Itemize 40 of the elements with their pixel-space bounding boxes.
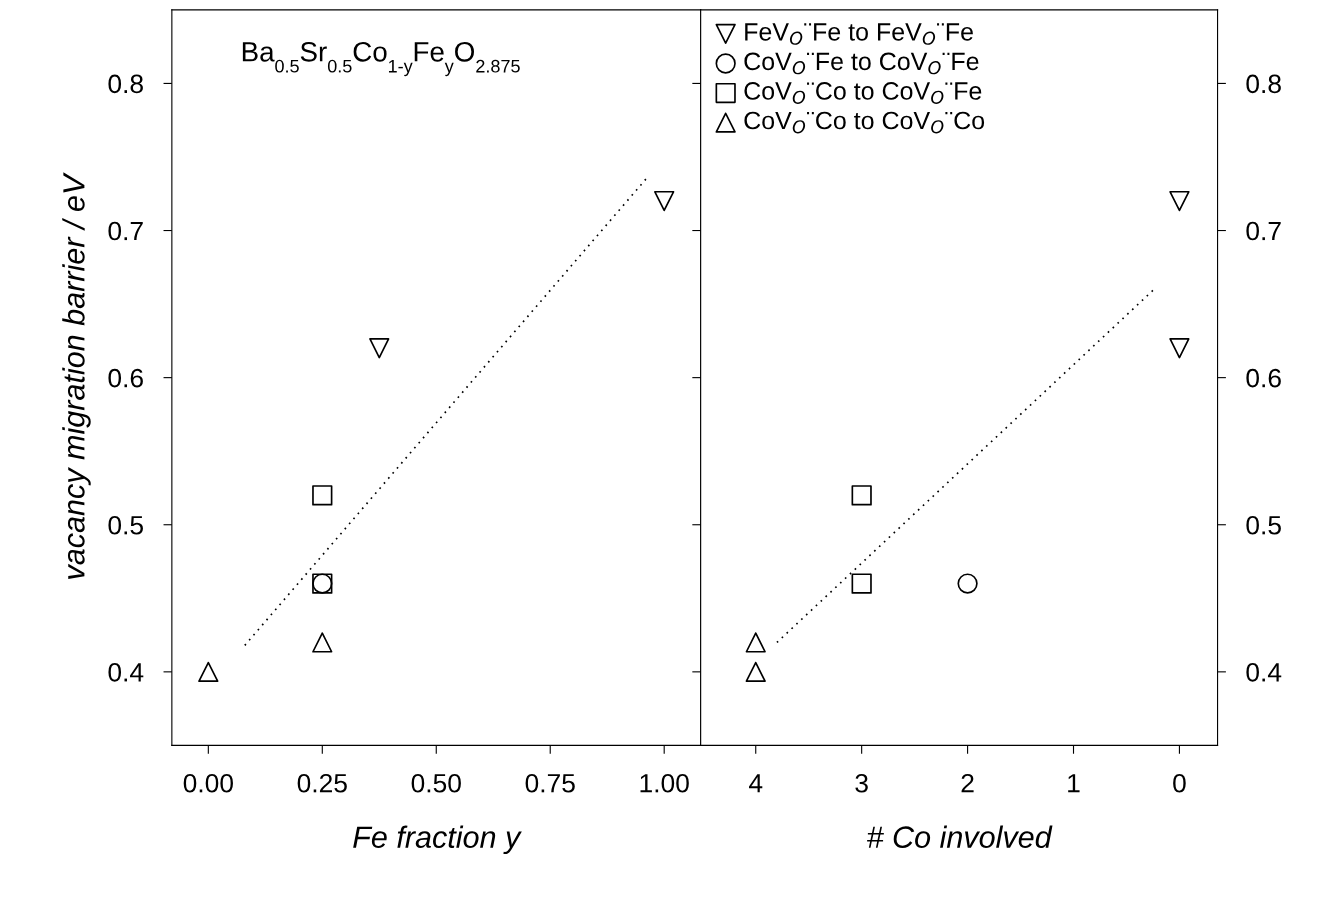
point — [745, 661, 766, 683]
y-tick-label: 0.6 — [108, 368, 143, 388]
x-tick-label: 0 — [1173, 773, 1186, 793]
y-tick-label: 0.5 — [108, 515, 143, 535]
point — [369, 338, 390, 359]
point — [745, 632, 766, 653]
y-axis-title: vacancy migration barrier / eV — [62, 172, 91, 579]
y-tick-label: 0.8 — [108, 74, 143, 94]
point — [312, 485, 333, 506]
x-tick-label: 0.00 — [183, 773, 233, 793]
point — [654, 190, 675, 212]
x-tick-label: 3 — [855, 773, 868, 793]
x-tick-label: 0.75 — [525, 773, 575, 793]
legend-label: CoV$_{O}$¨Fe to CoV$_{O}$¨Fe — [744, 52, 979, 75]
point — [851, 485, 872, 506]
point — [1169, 190, 1190, 212]
x-axis-title: Fe fraction y — [353, 825, 522, 855]
y-tick-label: 0.5 — [1246, 515, 1281, 535]
x-tick-label: 2 — [961, 773, 974, 793]
point — [198, 661, 219, 683]
legend-label: FeV$_{O}$¨Fe to FeV$_{O}$¨Fe — [745, 23, 973, 45]
y-tick-label: 0.7 — [108, 221, 143, 241]
x-tick-label: 1 — [1068, 774, 1080, 793]
y-tick-label: 0.7 — [1246, 221, 1281, 241]
point — [957, 573, 978, 594]
legend-label: CoV$_{O}$¨Co to CoV$_{O}$¨Fe — [744, 82, 982, 104]
point — [1169, 338, 1190, 359]
x-tick-label: 0.50 — [411, 773, 461, 793]
point — [312, 632, 333, 653]
text: Ba0.5Sr0.5Co1-yFeyO2.875 — [242, 41, 520, 77]
y-tick-label: 0.4 — [108, 662, 144, 682]
x-tick-label: 1.00 — [640, 773, 689, 793]
y-tick-label: 0.8 — [1246, 74, 1281, 94]
y-tick-label: 0.6 — [1246, 368, 1281, 388]
x-tick-label: 4 — [749, 774, 763, 793]
x-axis-title: # Co involved — [867, 825, 1053, 849]
point — [851, 573, 872, 594]
legend-label: CoV$_{O}$¨Co to CoV$_{O}$¨Co — [744, 111, 985, 134]
y-tick-label: 0.4 — [1246, 662, 1282, 682]
x-tick-label: 0.25 — [297, 773, 347, 793]
